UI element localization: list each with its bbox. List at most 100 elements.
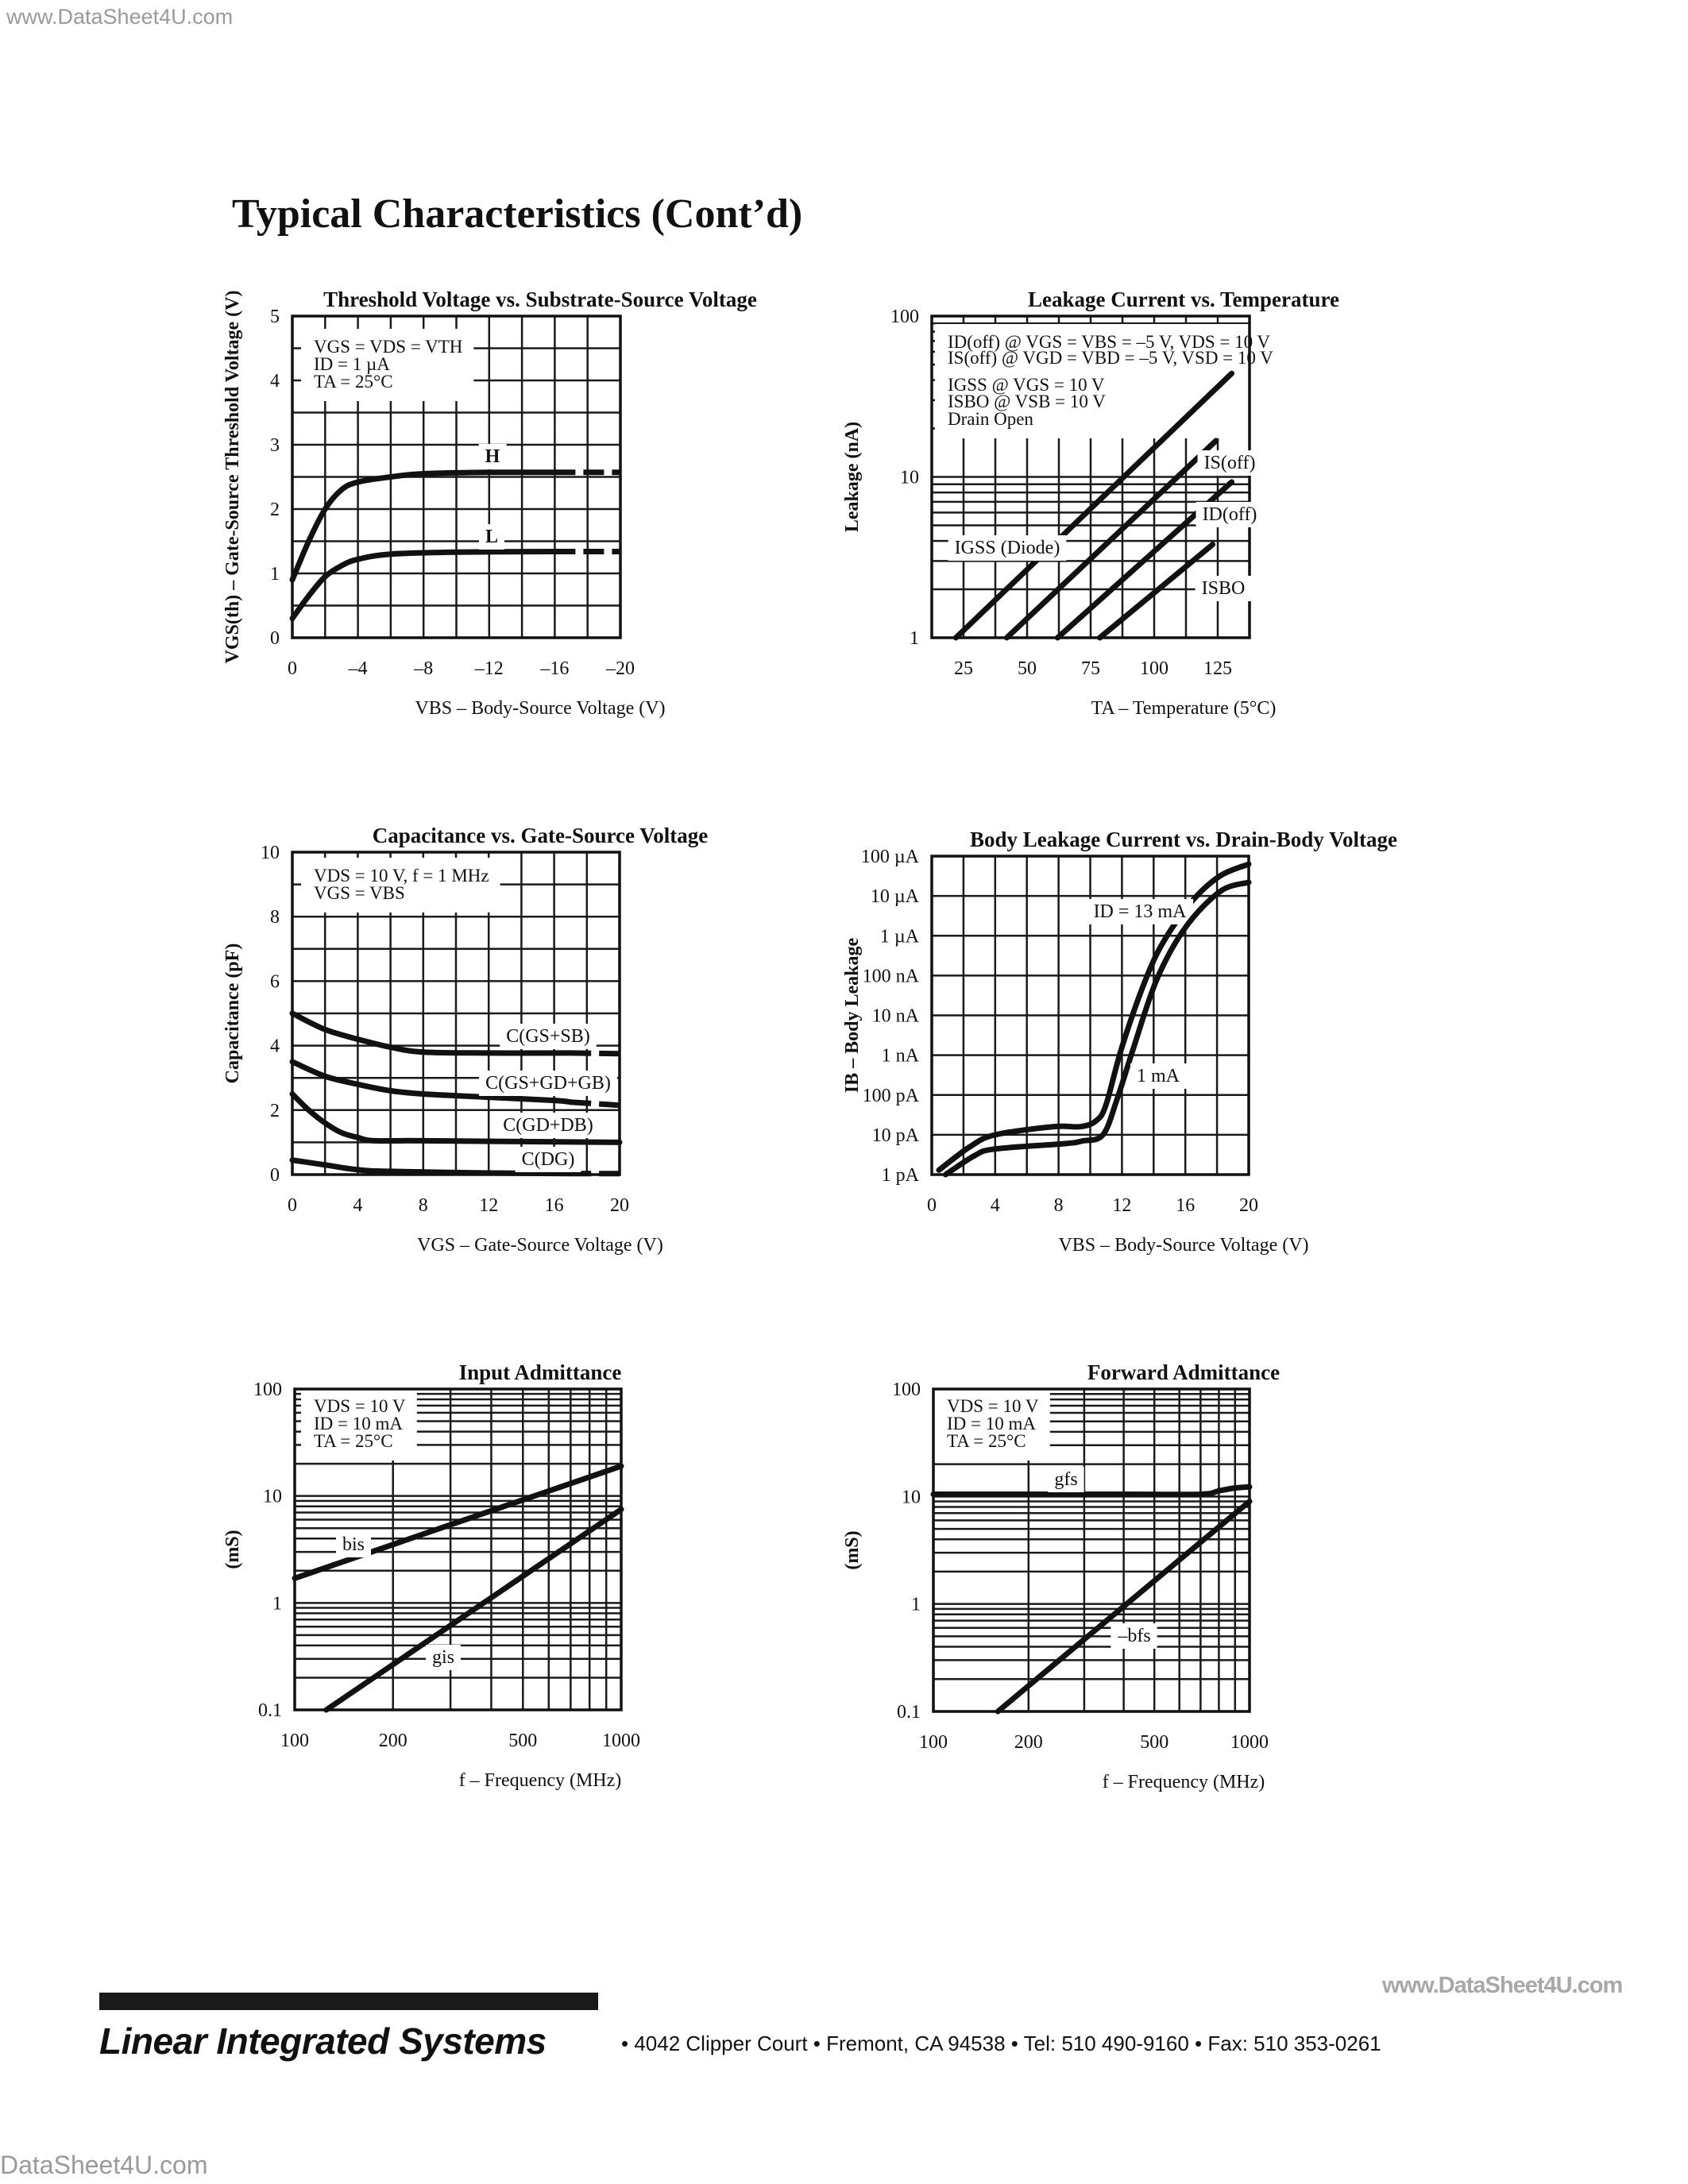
- watermark-top: www.DataSheet4U.com: [6, 5, 234, 29]
- x-tick-label: 500: [508, 1731, 537, 1751]
- y-tick-label: 100: [890, 307, 919, 327]
- series-label-background: [496, 1113, 600, 1138]
- series-id-off-: ID(off): [1054, 479, 1264, 641]
- series-label-background: [515, 1147, 581, 1172]
- series-1-ma: 1 mA: [942, 879, 1252, 1178]
- x-tick-label: 4: [991, 1195, 1000, 1216]
- y-tick-label: 1 nA: [882, 1046, 920, 1067]
- condition-text: VDS = 10 V, f = 1 MHz: [314, 866, 489, 886]
- x-tick-label: –16: [539, 658, 569, 679]
- x-axis-label: VBS – Body-Source Voltage (V): [415, 698, 665, 719]
- series-id-13-ma: ID = 13 mA: [936, 861, 1252, 1173]
- series-label: IGSS (Diode): [948, 535, 1067, 561]
- chart-title: Leakage Current vs. Temperature: [1028, 287, 1339, 311]
- series-label-background: [478, 524, 505, 550]
- conditions-background: [301, 329, 474, 401]
- series-line: [289, 1157, 574, 1177]
- series-label: C(GS+SB): [500, 1024, 597, 1049]
- y-tick-label: 1: [910, 628, 919, 649]
- series--bfs: –bfs: [995, 1499, 1253, 1715]
- series-line: [942, 879, 1252, 1178]
- y-tick-label: 1: [272, 1593, 282, 1614]
- x-tick-label: 100: [280, 1731, 309, 1751]
- y-tick-label: 6: [270, 971, 280, 992]
- page-title: Typical Characteristics (Cont’d): [232, 191, 803, 237]
- series-label-text: gis: [432, 1647, 454, 1668]
- y-axis-label: IB – Body Leakage: [842, 937, 863, 1093]
- series-label-text: ISBO: [1202, 578, 1246, 599]
- series-label-background: [425, 1645, 462, 1670]
- series-l: L: [289, 524, 620, 622]
- y-tick-label: 4: [270, 371, 280, 392]
- y-tick-label: 3: [270, 435, 280, 456]
- series-label: L: [478, 524, 505, 550]
- chart-title: Body Leakage Current vs. Drain-Body Volt…: [970, 828, 1397, 851]
- series-c-gs-sb-: C(GS+SB): [289, 1010, 620, 1057]
- plot-frame: [291, 314, 622, 639]
- chart-4: ID = 13 mA 1 mA 0 4 8 12 16 20 1 pA 10 pA 100 pA 1 …: [842, 828, 1397, 1256]
- series-line: [1003, 438, 1219, 641]
- condition-text: TA = 25°C: [314, 1431, 393, 1451]
- series-line: [289, 469, 558, 583]
- series-label-text: gfs: [1054, 1469, 1077, 1490]
- condition-text: VGS = VBS: [314, 883, 405, 903]
- x-tick-label: 1000: [602, 1731, 640, 1751]
- grid: [295, 1389, 621, 1710]
- plot-frame: [930, 314, 1251, 639]
- series-c-dg-: C(DG): [289, 1147, 620, 1177]
- plot-frame: [930, 855, 1250, 1176]
- x-tick-label: 12: [479, 1195, 498, 1216]
- condition-text: ID = 10 mA: [314, 1414, 403, 1433]
- series-label: bis: [335, 1532, 372, 1557]
- x-tick-label: 1000: [1230, 1732, 1269, 1753]
- x-tick-label: –4: [348, 658, 368, 679]
- series-label: ISBO: [1195, 576, 1252, 601]
- y-tick-label: 2: [270, 500, 280, 520]
- x-tick-label: 20: [1239, 1195, 1258, 1216]
- series-label-text: C(GS+GD+GB): [485, 1073, 611, 1094]
- x-tick-label: 4: [353, 1195, 362, 1216]
- series-label-text: ID(off): [1203, 504, 1257, 525]
- condition-text: VDS = 10 V: [947, 1396, 1039, 1416]
- y-tick-label: 100: [253, 1379, 282, 1400]
- y-axis-label: Leakage (nA): [842, 422, 863, 532]
- footer-bar: [99, 1993, 598, 2010]
- y-tick-label: 10: [261, 843, 280, 863]
- chart-title: Capacitance vs. Gate-Source Voltage: [373, 824, 708, 847]
- x-axis-label: TA – Temperature (5°C): [1091, 698, 1277, 719]
- series-label: C(DG): [515, 1147, 581, 1172]
- series-line: [323, 1507, 624, 1713]
- series-label: ID = 13 mA: [1087, 899, 1194, 924]
- y-axis-label: Capacitance (pF): [222, 943, 243, 1084]
- condition-text: VGS = VDS = VTH: [314, 337, 462, 357]
- x-tick-label: 8: [419, 1195, 428, 1216]
- x-tick-label: 0: [288, 658, 297, 679]
- series-label-text: –bfs: [1117, 1626, 1150, 1646]
- series-line: [936, 861, 1252, 1173]
- series-line: [1097, 542, 1216, 641]
- series-label-background: [1048, 1467, 1084, 1492]
- footer-address: • 4042 Clipper Court • Fremont, CA 94538…: [621, 2032, 1381, 2055]
- series-label: IS(off): [1197, 450, 1262, 476]
- condition-text: Drain Open: [948, 409, 1033, 429]
- series-label-text: ID = 13 mA: [1094, 901, 1188, 922]
- series-label: C(GD+DB): [496, 1113, 600, 1138]
- x-tick-label: –8: [413, 658, 433, 679]
- series-c-gs-gd-gb-: C(GS+GD+GB): [289, 1059, 620, 1109]
- condition-text: ID(off) @ VGS = VBS = –5 V, VDS = 10 V: [948, 332, 1270, 352]
- series-line: [952, 370, 1235, 641]
- series-line: [289, 1010, 574, 1056]
- series-label-text: H: [485, 446, 500, 467]
- y-tick-label: 10: [902, 1487, 921, 1507]
- conditions-background: [301, 1388, 417, 1461]
- plot-frame: [932, 1387, 1251, 1713]
- plot-frame: [293, 1387, 623, 1711]
- x-tick-label: 500: [1140, 1732, 1168, 1753]
- x-tick-label: 200: [1014, 1732, 1043, 1753]
- x-tick-label: 0: [288, 1195, 297, 1216]
- condition-text: VDS = 10 V: [314, 1396, 406, 1416]
- x-tick-label: 125: [1203, 658, 1232, 679]
